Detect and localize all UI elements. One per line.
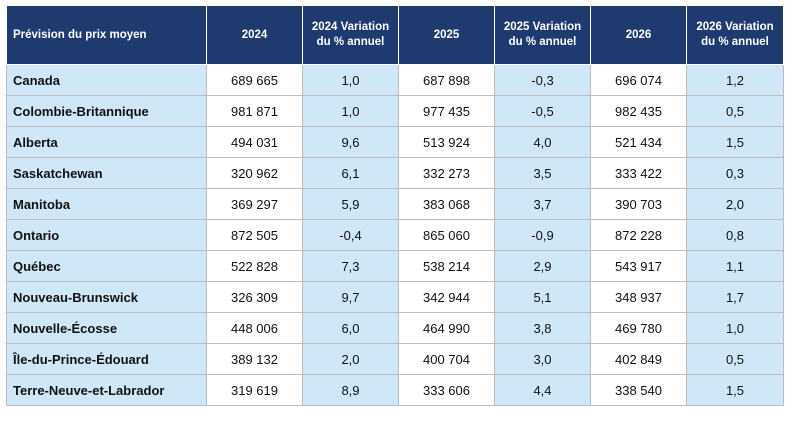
price-2024-cell: 872 505: [206, 219, 303, 251]
change-2026-cell: 1,1: [686, 250, 784, 282]
price-2026-cell: 333 422: [590, 157, 687, 189]
change-2026-cell: 1,5: [686, 126, 784, 158]
header-2024-change: 2024 Variation du % annuel: [302, 5, 399, 65]
price-2025-cell: 464 990: [398, 312, 495, 344]
change-2024-cell: 9,6: [302, 126, 399, 158]
region-name-cell: Ontario: [6, 219, 207, 251]
price-2025-cell: 865 060: [398, 219, 495, 251]
price-2024-cell: 320 962: [206, 157, 303, 189]
region-name-cell: Colombie-Britannique: [6, 95, 207, 127]
price-2026-cell: 338 540: [590, 374, 687, 406]
price-2025-cell: 333 606: [398, 374, 495, 406]
change-2024-cell: 7,3: [302, 250, 399, 282]
price-2026-cell: 872 228: [590, 219, 687, 251]
change-2025-cell: 2,9: [494, 250, 591, 282]
change-2025-cell: 5,1: [494, 281, 591, 313]
change-2025-cell: 3,7: [494, 188, 591, 220]
change-2024-cell: 5,9: [302, 188, 399, 220]
change-2026-cell: 0,3: [686, 157, 784, 189]
region-name-cell: Terre-Neuve-et-Labrador: [6, 374, 207, 406]
header-2025-change: 2025 Variation du % annuel: [494, 5, 591, 65]
price-2026-cell: 543 917: [590, 250, 687, 282]
table-row: Terre-Neuve-et-Labrador 319 619 8,9 333 606…: [6, 374, 784, 406]
region-name-cell: Québec: [6, 250, 207, 282]
price-2024-cell: 448 006: [206, 312, 303, 344]
change-2025-cell: 4,4: [494, 374, 591, 406]
price-2025-cell: 400 704: [398, 343, 495, 375]
change-2026-cell: 0,5: [686, 95, 784, 127]
change-2024-cell: 9,7: [302, 281, 399, 313]
change-2024-cell: -0,4: [302, 219, 399, 251]
change-2026-cell: 0,5: [686, 343, 784, 375]
price-2026-cell: 982 435: [590, 95, 687, 127]
table-row: Nouveau-Brunswick 326 309 9,7 342 944 5,1 348…: [6, 281, 784, 313]
change-2026-cell: 1,2: [686, 64, 784, 96]
change-2024-cell: 1,0: [302, 95, 399, 127]
price-2024-cell: 981 871: [206, 95, 303, 127]
table-header-row: Prévision du prix moyen 2024 2024 Variat…: [6, 5, 784, 65]
price-2024-cell: 369 297: [206, 188, 303, 220]
header-2026-change: 2026 Variation du % annuel: [686, 5, 784, 65]
header-2025-price: 2025: [398, 5, 495, 65]
region-name-cell: Nouvelle-Écosse: [6, 312, 207, 344]
change-2025-cell: 3,5: [494, 157, 591, 189]
change-2026-cell: 2,0: [686, 188, 784, 220]
change-2025-cell: -0,5: [494, 95, 591, 127]
price-2024-cell: 389 132: [206, 343, 303, 375]
table-row: Manitoba 369 297 5,9 383 068 3,7 390 703 2,0: [6, 188, 784, 220]
change-2026-cell: 1,7: [686, 281, 784, 313]
price-2026-cell: 469 780: [590, 312, 687, 344]
price-2024-cell: 689 665: [206, 64, 303, 96]
price-2025-cell: 383 068: [398, 188, 495, 220]
change-2025-cell: -0,3: [494, 64, 591, 96]
region-name-cell: Canada: [6, 64, 207, 96]
region-name-cell: Saskatchewan: [6, 157, 207, 189]
change-2025-cell: 4,0: [494, 126, 591, 158]
price-2025-cell: 332 273: [398, 157, 495, 189]
change-2025-cell: -0,9: [494, 219, 591, 251]
price-2024-cell: 319 619: [206, 374, 303, 406]
price-2024-cell: 326 309: [206, 281, 303, 313]
price-2024-cell: 494 031: [206, 126, 303, 158]
price-2026-cell: 348 937: [590, 281, 687, 313]
price-2026-cell: 696 074: [590, 64, 687, 96]
table-row: Alberta 494 031 9,6 513 924 4,0 521 434 1,5: [6, 126, 784, 158]
table-row: Ontario 872 505 -0,4 865 060 -0,9 872 228 0,8: [6, 219, 784, 251]
header-2026-price: 2026: [590, 5, 687, 65]
table-row: Nouvelle-Écosse 448 006 6,0 464 990 3,8 469 7…: [6, 312, 784, 344]
region-name-cell: Île-du-Prince-Édouard: [6, 343, 207, 375]
price-forecast-table: Prévision du prix moyen 2024 2024 Variat…: [6, 5, 784, 406]
table-row: Saskatchewan 320 962 6,1 332 273 3,5 333 422 0…: [6, 157, 784, 189]
header-region: Prévision du prix moyen: [6, 5, 207, 65]
change-2024-cell: 2,0: [302, 343, 399, 375]
change-2024-cell: 8,9: [302, 374, 399, 406]
change-2025-cell: 3,0: [494, 343, 591, 375]
table-row: Canada 689 665 1,0 687 898 -0,3 696 074 1,2: [6, 64, 784, 96]
price-2026-cell: 521 434: [590, 126, 687, 158]
change-2024-cell: 6,1: [302, 157, 399, 189]
change-2026-cell: 1,5: [686, 374, 784, 406]
change-2024-cell: 6,0: [302, 312, 399, 344]
change-2024-cell: 1,0: [302, 64, 399, 96]
price-2025-cell: 687 898: [398, 64, 495, 96]
price-2024-cell: 522 828: [206, 250, 303, 282]
header-2024-price: 2024: [206, 5, 303, 65]
region-name-cell: Nouveau-Brunswick: [6, 281, 207, 313]
price-2025-cell: 538 214: [398, 250, 495, 282]
price-2026-cell: 402 849: [590, 343, 687, 375]
change-2026-cell: 0,8: [686, 219, 784, 251]
region-name-cell: Alberta: [6, 126, 207, 158]
table-row: Québec 522 828 7,3 538 214 2,9 543 917 1,1: [6, 250, 784, 282]
price-forecast-table-container: Prévision du prix moyen 2024 2024 Variat…: [6, 5, 784, 406]
region-name-cell: Manitoba: [6, 188, 207, 220]
table-row: Colombie-Britannique 981 871 1,0 977 435 -0,…: [6, 95, 784, 127]
price-2025-cell: 977 435: [398, 95, 495, 127]
price-2025-cell: 342 944: [398, 281, 495, 313]
change-2026-cell: 1,0: [686, 312, 784, 344]
change-2025-cell: 3,8: [494, 312, 591, 344]
table-row: Île-du-Prince-Édouard 389 132 2,0 400 704 3,…: [6, 343, 784, 375]
price-2026-cell: 390 703: [590, 188, 687, 220]
price-2025-cell: 513 924: [398, 126, 495, 158]
